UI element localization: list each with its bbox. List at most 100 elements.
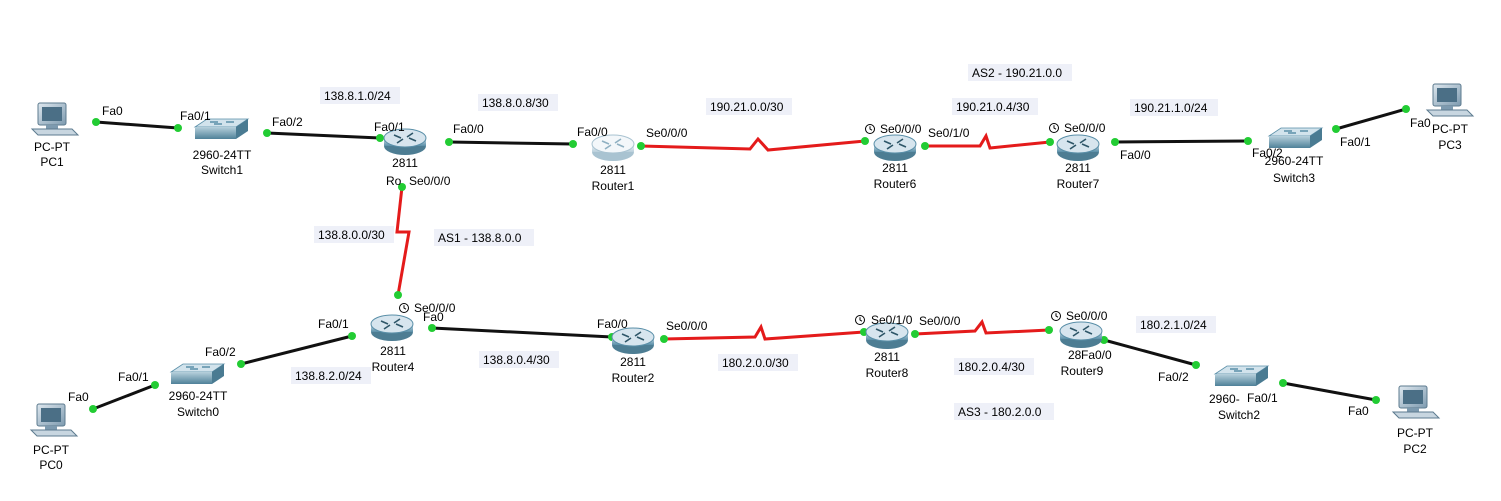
link-router8-router9 (914, 318, 1050, 336)
port-label: Fa0/1 (1340, 135, 1371, 149)
clock-icon (855, 315, 865, 325)
port-light (1111, 138, 1119, 146)
network-label: 190.21.1.0/24 (1130, 99, 1218, 116)
port-light (237, 360, 245, 368)
device-switch0[interactable]: 2960-24TT Switch0 (169, 363, 228, 419)
network-label: 138.8.1.0/24 (320, 87, 400, 104)
svg-text:138.8.0.0/30: 138.8.0.0/30 (318, 228, 385, 242)
device-pc0[interactable]: PC-PT PC0 (30, 403, 78, 472)
port-light (394, 291, 402, 299)
svg-text:138.8.0.8/30: 138.8.0.8/30 (482, 96, 549, 110)
port-light (174, 124, 182, 132)
link-switch0-router4 (240, 334, 353, 366)
switch-icon (170, 363, 225, 385)
device-name: PC1 (40, 155, 64, 169)
port-light (1332, 125, 1340, 133)
port-label: Se0/0/0 (880, 122, 922, 136)
port-light (398, 183, 406, 191)
device-router4[interactable]: 2811 Router4 (370, 314, 415, 374)
network-label: 190.21.0.0/30 (706, 98, 792, 115)
clock-icon (1049, 123, 1059, 133)
device-switch1[interactable]: 2960-24TT Switch1 (193, 118, 252, 177)
device-pc3[interactable]: PC-PT PC3 (1426, 83, 1474, 152)
port-light (445, 138, 453, 146)
link-router6-router7 (925, 132, 1051, 150)
link-switch3-pc3 (1335, 107, 1407, 131)
device-name: Router9 (1061, 364, 1104, 378)
network-label: 138.8.0.4/30 (479, 351, 559, 368)
port-label: Fa0 (1410, 116, 1431, 130)
device-switch2[interactable]: 2960- Switch2 (1209, 365, 1269, 422)
device-router7[interactable]: 2811 Router7 (1056, 134, 1100, 191)
link-router2-router8 (663, 323, 865, 341)
device-model: 2811 (620, 355, 646, 369)
svg-text:AS1 - 138.8.0.0: AS1 - 138.8.0.0 (438, 231, 522, 245)
port-light (92, 118, 100, 126)
link-router7-switch3 (1114, 139, 1249, 144)
port-label: Se0/0/0 (919, 314, 961, 328)
device-model: PC-PT (33, 443, 70, 457)
link-switch1-router0 (266, 131, 381, 140)
port-light (921, 142, 929, 150)
device-model: PC-PT (1397, 426, 1434, 440)
link-switch2-pc2 (1282, 381, 1377, 402)
link-router1-router6 (640, 136, 866, 152)
port-label: Fa0 (423, 310, 444, 324)
device-model: 2811 (882, 161, 908, 175)
link-pc0-switch0 (92, 383, 156, 411)
svg-text:190.21.0.4/30: 190.21.0.4/30 (956, 100, 1030, 114)
device-name: Router6 (874, 177, 917, 191)
device-router0[interactable]: 2811 Ro (383, 128, 427, 188)
device-router9[interactable]: 28 Router9 (1059, 321, 1104, 378)
svg-text:190.21.0.0/30: 190.21.0.0/30 (710, 100, 784, 114)
device-name: Switch2 (1218, 408, 1260, 422)
device-pc1[interactable]: PC-PT PC1 (31, 102, 79, 169)
port-light (89, 405, 97, 413)
device-router8[interactable]: 2811 Router8 (865, 322, 909, 380)
device-switch3[interactable]: 2960-24TT Switch3 (1265, 127, 1324, 185)
device-router6[interactable]: 2811 Router6 (873, 134, 917, 191)
svg-text:190.21.1.0/24: 190.21.1.0/24 (1134, 101, 1208, 115)
network-label: 138.8.2.0/24 (291, 367, 371, 384)
port-label: Fa0 (102, 104, 123, 118)
device-pc2[interactable]: PC-PT PC2 (1392, 385, 1440, 456)
switch-icon (1268, 127, 1323, 149)
svg-text:138.8.1.0/24: 138.8.1.0/24 (324, 89, 391, 103)
svg-text:138.8.2.0/24: 138.8.2.0/24 (295, 369, 362, 383)
device-router2[interactable]: 2811 Router2 (611, 327, 655, 385)
device-model: 2811 (600, 163, 626, 177)
port-label: Fa0/2 (1158, 370, 1189, 384)
router-icon (873, 134, 917, 162)
port-label: Fa0 (68, 390, 89, 404)
port-light (1372, 396, 1380, 404)
port-label: Se0/0/0 (1064, 121, 1106, 135)
port-label: Fa0/0 (577, 125, 608, 139)
router-icon (370, 314, 414, 342)
port-light (861, 137, 869, 145)
port-labels: Fa0 Fa0/1 Fa0/2 Fa0/1 Fa0/0 Se0/0/0 Fa0/… (68, 104, 1431, 418)
port-light (1192, 361, 1200, 369)
port-label: Fa0/1 (374, 120, 405, 134)
device-router1[interactable]: 2811 Router1 (591, 134, 635, 193)
network-label: 138.8.0.0/30 (314, 226, 394, 243)
port-light (263, 129, 271, 137)
port-label: Fa0/1 (1247, 391, 1278, 405)
device-model: 28 (1068, 348, 1082, 362)
port-light (569, 140, 577, 148)
as-label: AS1 - 138.8.0.0 (434, 229, 534, 246)
port-label: Fa0/0 (453, 122, 484, 136)
network-label: 180.2.1.0/24 (1136, 316, 1216, 333)
svg-text:180.2.1.0/24: 180.2.1.0/24 (1140, 318, 1207, 332)
port-light (911, 330, 919, 338)
as-label: AS2 - 190.21.0.0 (968, 64, 1072, 81)
port-label: Se0/0/0 (414, 301, 456, 315)
device-model: 2811 (874, 350, 900, 364)
port-label: Fa0/1 (180, 109, 211, 123)
router-icon (1059, 321, 1103, 349)
network-label: 190.21.0.4/30 (952, 98, 1038, 115)
device-model: PC-PT (34, 140, 71, 154)
svg-text:138.8.0.4/30: 138.8.0.4/30 (483, 353, 550, 367)
svg-text:180.2.0.4/30: 180.2.0.4/30 (958, 360, 1025, 374)
port-label: Fa0/0 (1081, 348, 1112, 362)
device-name: Router2 (612, 371, 655, 385)
